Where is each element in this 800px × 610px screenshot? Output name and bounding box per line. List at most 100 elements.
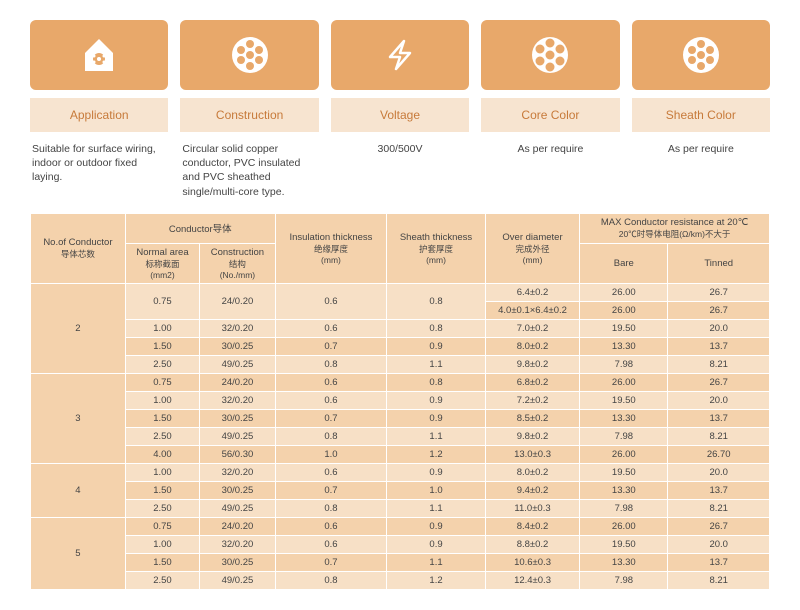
labels-row: Application Construction Voltage Core Co… [30,98,770,132]
cell: 1.00 [125,319,199,337]
sheath-color-icon [632,20,770,90]
cell: 30/0.25 [200,481,276,499]
cell: 0.7 [275,481,386,499]
th-insulation: Insulation thickness 绝缘厚度 (mm) [275,213,386,283]
cell: 13.30 [580,481,668,499]
table-row: 4.0056/0.301.01.213.0±0.326.0026.70 [31,445,770,463]
cell: 6.8±0.2 [485,373,579,391]
cell: 19.50 [580,535,668,553]
cell: 56/0.30 [200,445,276,463]
cell: 0.6 [275,283,386,319]
cell: 0.9 [387,337,486,355]
table-row: 2.5049/0.250.81.19.8±0.27.988.21 [31,355,770,373]
cell: 9.8±0.2 [485,427,579,445]
cell: 0.8 [275,355,386,373]
cell: 13.7 [668,409,770,427]
cell: 0.6 [275,373,386,391]
cell: 0.6 [275,319,386,337]
cell: 30/0.25 [200,337,276,355]
cell: 19.50 [580,391,668,409]
label-sheath-color: Sheath Color [632,98,770,132]
cell: 8.5±0.2 [485,409,579,427]
cell: 0.8 [387,283,486,319]
cell: 32/0.20 [200,535,276,553]
table-row: 1.0032/0.200.60.98.8±0.219.5020.0 [31,535,770,553]
cell: 26.70 [668,445,770,463]
cell: 32/0.20 [200,391,276,409]
cell: 26.7 [668,373,770,391]
th-tinned: Tinned [668,243,770,283]
cell: 49/0.25 [200,571,276,589]
cell: 49/0.25 [200,355,276,373]
cell: 8.21 [668,355,770,373]
page: Application Construction Voltage Core Co… [0,0,800,610]
cell: 13.7 [668,481,770,499]
cell: 7.98 [580,427,668,445]
cell: 1.00 [125,535,199,553]
cell: 1.2 [387,571,486,589]
table-row: 1.0032/0.200.60.87.0±0.219.5020.0 [31,319,770,337]
label-core-color: Core Color [481,98,619,132]
cell-cores: 5 [31,517,126,589]
cell: 4.00 [125,445,199,463]
cell: 0.8 [275,499,386,517]
cell: 49/0.25 [200,499,276,517]
th-construction: Construction 结构 (No./mm) [200,243,276,283]
cell: 30/0.25 [200,409,276,427]
cell: 0.75 [125,283,199,319]
cell: 20.0 [668,463,770,481]
cell: 12.4±0.3 [485,571,579,589]
cell-cores: 3 [31,373,126,463]
cell-cores: 2 [31,283,126,373]
cell: 7.2±0.2 [485,391,579,409]
core-color-icon [481,20,619,90]
cell: 26.00 [580,373,668,391]
cell: 13.7 [668,553,770,571]
cell: 1.50 [125,337,199,355]
cell: 1.1 [387,499,486,517]
application-icon [30,20,168,90]
th-normal-area: Normal area 标称截面 (mm2) [125,243,199,283]
cell: 24/0.20 [200,283,276,319]
cell: 49/0.25 [200,427,276,445]
voltage-icon [331,20,469,90]
cell: 20.0 [668,391,770,409]
cell: 0.9 [387,463,486,481]
cell: 32/0.20 [200,319,276,337]
th-max-resistance: MAX Conductor resistance at 20℃ 20℃时导体电阻… [580,213,770,243]
cell: 0.6 [275,517,386,535]
cell: 20.0 [668,319,770,337]
cell: 13.0±0.3 [485,445,579,463]
cell: 1.1 [387,427,486,445]
table-body: 20.7524/0.200.60.86.4±0.226.0026.74.0±0.… [31,283,770,589]
cell: 0.6 [275,463,386,481]
cell: 0.9 [387,391,486,409]
desc-application: Suitable for surface wiring, indoor or o… [30,140,168,201]
cell: 0.6 [275,391,386,409]
cell: 0.7 [275,553,386,571]
icons-row [30,20,770,90]
cell: 26.7 [668,517,770,535]
cell: 10.6±0.3 [485,553,579,571]
cell: 7.98 [580,499,668,517]
cell: 9.8±0.2 [485,355,579,373]
label-voltage: Voltage [331,98,469,132]
cell-cores: 4 [31,463,126,517]
th-sheath: Sheath thickness 护套厚度 (mm) [387,213,486,283]
cell: 20.0 [668,535,770,553]
cell: 0.8 [275,571,386,589]
cell: 26.7 [668,301,770,319]
cell: 26.7 [668,283,770,301]
table-row: 41.0032/0.200.60.98.0±0.219.5020.0 [31,463,770,481]
table-row: 1.5030/0.250.71.110.6±0.313.3013.7 [31,553,770,571]
desc-core-color: As per require [481,140,619,201]
cell: 0.8 [275,427,386,445]
cell: 26.00 [580,301,668,319]
cell: 0.6 [275,535,386,553]
cell: 13.30 [580,553,668,571]
cell: 0.9 [387,535,486,553]
cell: 0.75 [125,373,199,391]
cell: 1.1 [387,355,486,373]
label-construction: Construction [180,98,318,132]
cell: 1.00 [125,391,199,409]
